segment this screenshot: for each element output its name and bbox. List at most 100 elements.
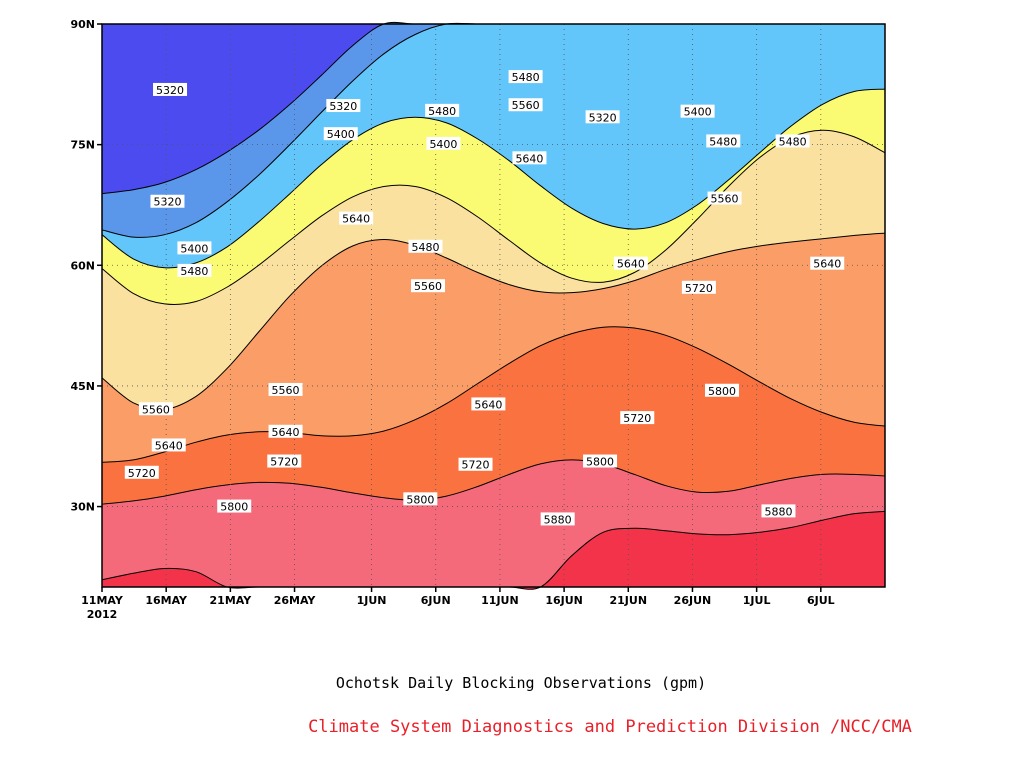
contour-value-label: 5800 [403,492,438,506]
contour-label-text: 5480 [779,135,807,148]
contour-label-text: 5640 [342,213,370,226]
contour-label-text: 5320 [153,196,181,209]
x-tick-label: 6JUN [421,594,451,607]
contour-label-text: 5640 [272,426,300,439]
credit-text: Climate System Diagnostics and Predictio… [308,717,912,737]
contour-value-label: 5640 [268,424,303,439]
contour-value-label: 5560 [268,382,303,397]
contour-line-5560 [101,129,886,305]
chart-title: Ochotsk Daily Blocking Observations (gpm… [336,674,706,692]
y-tick-label: 30N [70,501,95,514]
contour-label-background [408,239,443,253]
contour-label-text: 5400 [327,128,355,141]
contour-value-label: 5800 [704,383,739,398]
contour-value-label: 5640 [151,438,186,452]
contour-value-label: 5720 [681,280,716,295]
x-tick-label: 11MAY [81,594,124,607]
contour-label-text: 5800 [586,456,614,469]
contour-label-text: 5640 [617,258,645,271]
contour-label-text: 5800 [406,493,434,506]
contour-value-label: 5720 [458,457,493,472]
contour-value-label: 5320 [585,110,620,124]
contour-label-text: 5400 [684,106,712,119]
contour-value-label: 5400 [426,136,461,151]
contour-value-label: 5720 [124,465,159,480]
contour-label-text: 5720 [623,412,651,425]
contour-line-5640 [101,232,886,411]
x-tick-label: 6JUL [807,594,835,607]
contour-line-5800 [101,459,886,505]
contour-value-label: 5320 [153,82,188,97]
contour-label-text: 5480 [411,241,439,254]
contour-value-label: 5720 [620,411,655,425]
contour-label-background [471,397,506,411]
contour-label-text: 5560 [272,384,300,397]
contour-label-background [761,504,796,518]
contour-label-background [267,454,302,468]
contour-value-label: 5640 [810,256,845,271]
contour-value-label: 5880 [761,504,796,518]
contour-label-text: 5720 [462,459,490,472]
contour-label-background [217,499,252,513]
contour-label-background [704,383,739,397]
contour-value-label: 5480 [775,134,810,148]
x-tick-label: 21JUN [610,594,648,607]
contour-label-text: 5720 [270,456,298,469]
contour-value-label: 5320 [326,99,361,113]
contour-label-text: 5720 [685,282,713,295]
contour-label-text: 5480 [512,71,540,84]
contour-label-text: 5560 [711,193,739,206]
contour-value-label: 5640 [339,211,374,226]
contour-label-background [775,134,810,148]
x-tick-label: 16MAY [145,594,188,607]
contour-label-text: 5800 [220,501,248,514]
contour-label-background [508,98,543,112]
contour-label-text: 5640 [515,152,543,165]
contour-label-background [323,127,358,141]
contour-label-background [707,191,742,205]
contour-label-text: 5640 [155,439,183,452]
contour-label-background [426,136,461,150]
y-tick-label: 60N [70,259,95,272]
contour-label-background [680,104,715,118]
contour-label-background [613,256,648,270]
contour-label-text: 5320 [589,111,617,124]
contour-value-label: 5880 [540,512,575,526]
contour-label-background [512,151,547,165]
x-tick-label: 1JUN [357,594,387,607]
contour-label-text: 5560 [512,99,540,112]
x-tick-label: 26JUN [674,594,712,607]
contour-value-label: 5560 [707,191,742,206]
contour-label-background [153,82,188,96]
contour-label-text: 5320 [329,100,357,113]
contour-label-background [151,438,186,452]
contour-label-background [810,256,845,270]
contour-value-label: 5400 [177,241,212,255]
contour-label-text: 5560 [414,280,442,293]
contour-line-5480 [101,88,886,269]
contour-label-text: 5640 [813,258,841,271]
contour-value-label: 5720 [267,454,302,469]
contour-label-background [458,457,493,471]
x-tick-label: 16JUN [545,594,583,607]
x-axis-year-label: 2012 [87,608,118,621]
contour-label-text: 5880 [544,513,572,526]
contour-label-text: 5880 [764,505,792,518]
contour-value-label: 5480 [508,70,543,84]
x-tick-label: 26MAY [274,594,317,607]
contour-label-background [268,382,303,396]
contour-label-text: 5400 [180,242,208,255]
contour-label-background [124,465,159,479]
contour-label-background [706,134,741,148]
contour-label-background [425,103,460,117]
contour-label-background [540,512,575,526]
contour-label-text: 5640 [474,398,502,411]
contour-labels: 5320 5320 5320 5320 5400 5400 5400 5400 5480 5480… [124,70,845,526]
contour-value-label: 5400 [323,127,358,141]
contour-value-label: 5400 [680,104,715,119]
contour-label-background [508,70,543,84]
x-tick-label: 21MAY [210,594,253,607]
contour-label-background [403,492,438,506]
y-tick-label: 75N [70,139,95,152]
